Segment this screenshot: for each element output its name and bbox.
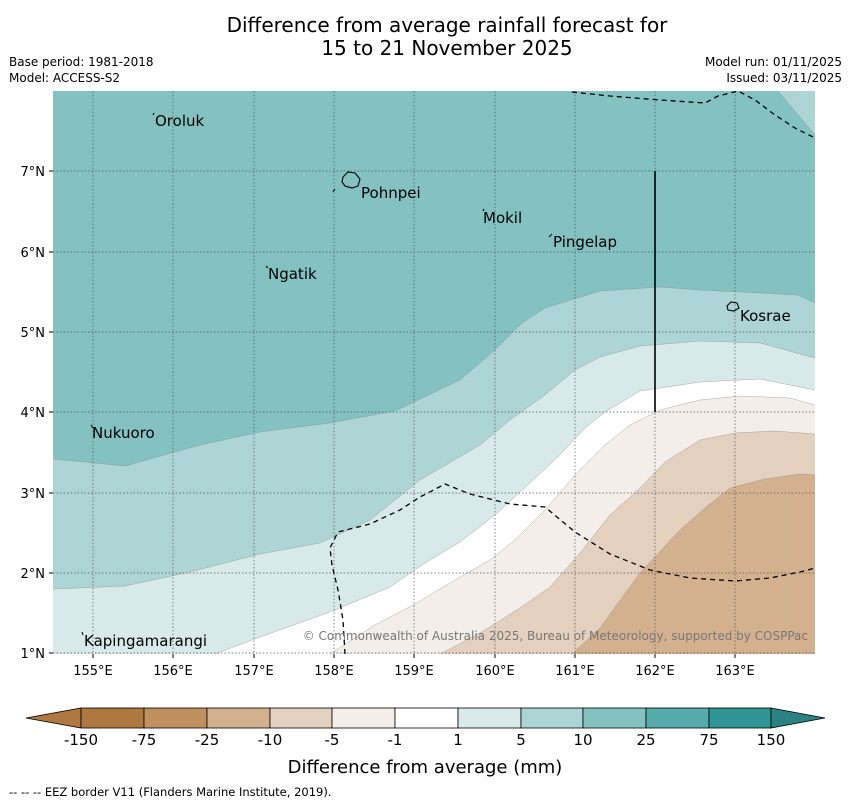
colorbar-swatch: [708, 707, 772, 729]
colorbar-tick: -1: [388, 731, 403, 749]
pingelap-mark: [548, 233, 553, 238]
axis-ticks: [49, 170, 736, 658]
model-run: Model run: 01/11/2025: [704, 55, 842, 69]
lon-tick-label: 161°E: [555, 664, 595, 679]
title-line-1: Difference from average rainfall forecas…: [226, 13, 668, 37]
ngatik-mark: [265, 265, 269, 269]
islands: [81, 112, 740, 636]
colorbar-tick: -5: [325, 731, 340, 749]
lon-tick-label: 162°E: [635, 664, 675, 679]
colorbar-tick: -25: [195, 731, 220, 749]
place-label: Nukuoro: [92, 424, 155, 442]
colorbar-swatch: [269, 707, 333, 729]
colorbar-tick-labels: -150 -75 -25 -10 -5 -1 1 5 10 25 75 150: [64, 731, 785, 749]
eez-legend-note: -- -- -- EEZ border V11 (Flanders Marine…: [9, 785, 332, 799]
band-minus25-to-minus10: [572, 474, 815, 654]
colorbar-swatch: [520, 707, 584, 729]
lat-tick-label: 6°N: [21, 246, 46, 261]
base-period: Base period: 1981-2018: [9, 55, 154, 69]
colorbar-tick: 10: [573, 731, 592, 749]
lon-tick-label: 155°E: [73, 664, 113, 679]
place-label: Mokil: [483, 209, 522, 227]
colorbar-swatch: [143, 707, 208, 729]
meta-right: Model run: 01/11/2025 Issued: 03/11/2025: [705, 54, 842, 86]
oroluk-mark: [152, 112, 155, 116]
lon-tick-label: 160°E: [475, 664, 515, 679]
colorbar-swatch: [645, 707, 710, 729]
colorbar-tick: 25: [636, 731, 655, 749]
place-label: Kosrae: [740, 307, 791, 325]
rainfall-fill: [53, 91, 815, 654]
issued-date: Issued: 03/11/2025: [726, 71, 842, 85]
lat-tick-label: 1°N: [21, 647, 46, 662]
kosrae-island-icon: [726, 301, 740, 312]
place-labels: Oroluk Pohnpei Mokil Pingelap Ngatik Kos…: [84, 112, 791, 650]
place-label: Kapingamarangi: [84, 632, 207, 650]
pohnpei-island-icon: [341, 171, 361, 189]
colorbar-swatch: [331, 707, 396, 729]
colorbar-tick: 150: [757, 731, 786, 749]
title-line-2: 15 to 21 November 2025: [321, 36, 573, 60]
colorbar-tick: -75: [132, 731, 157, 749]
colorbar: [25, 707, 826, 729]
colorbar-label: Difference from average (mm): [288, 757, 563, 778]
lon-tick-label: 156°E: [153, 664, 193, 679]
eez-border: [329, 91, 815, 654]
colorbar-tick: 5: [516, 731, 526, 749]
place-label: Oroluk: [155, 112, 204, 130]
kapinga-mark: [81, 631, 84, 636]
colorbar-high-arrow: [770, 707, 826, 729]
colorbar-tick: 1: [453, 731, 463, 749]
chart-title: Difference from average rainfall forecas…: [0, 14, 850, 60]
place-label: Pingelap: [553, 233, 617, 251]
lat-tick-label: 2°N: [21, 567, 46, 582]
copyright-text: © Commonwealth of Australia 2025, Bureau…: [303, 629, 808, 643]
lat-tick-label: 4°N: [21, 406, 46, 421]
colorbar-swatch: [80, 707, 145, 729]
colorbar-tick: -150: [64, 731, 98, 749]
meta-left: Base period: 1981-2018 Model: ACCESS-S2: [9, 54, 154, 86]
lon-tick-label: 158°E: [314, 664, 354, 679]
graticule: [53, 91, 815, 654]
colorbar-tick: -10: [258, 731, 283, 749]
place-label: Ngatik: [268, 265, 317, 283]
mokil-mark: [482, 208, 485, 212]
colorbar-swatch: [206, 707, 271, 729]
colorbar-swatch: [582, 707, 647, 729]
lon-tick-label: 157°E: [234, 664, 274, 679]
colorbar-swatch: [457, 707, 522, 729]
place-label: Pohnpei: [361, 184, 421, 202]
colorbar-swatch: [394, 707, 459, 729]
lon-tick-label: 163°E: [715, 664, 755, 679]
lat-tick-label: 5°N: [21, 326, 46, 341]
lat-tick-label: 7°N: [21, 165, 46, 180]
nukuoro-mark: [90, 424, 94, 429]
colorbar-tick: 75: [699, 731, 718, 749]
longitude-labels: 155°E 156°E 157°E 158°E 159°E 160°E 161°…: [73, 664, 755, 679]
colorbar-low-arrow: [25, 707, 82, 729]
lon-tick-label: 159°E: [394, 664, 434, 679]
lat-tick-label: 3°N: [21, 487, 46, 502]
latitude-labels: 1°N 2°N 3°N 4°N 5°N 6°N 7°N: [21, 165, 46, 662]
model-name: Model: ACCESS-S2: [9, 71, 121, 85]
islet-mark: [332, 188, 336, 193]
